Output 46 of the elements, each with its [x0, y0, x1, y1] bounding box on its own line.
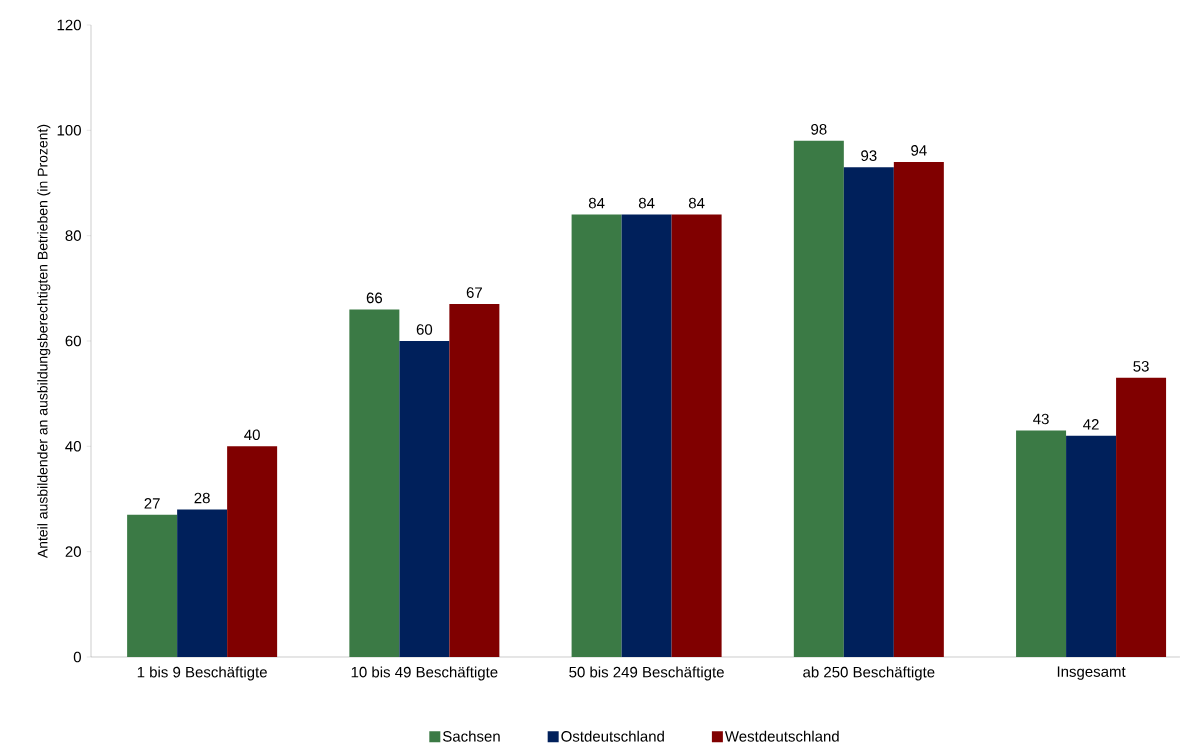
x-tick-label: 10 bis 49 Beschäftigte: [351, 666, 498, 681]
bar: [843, 167, 894, 657]
x-tick-label: Insgesamt: [1057, 666, 1126, 680]
y-tick-label: 60: [65, 335, 81, 347]
legend-label: Sachsen: [442, 730, 500, 742]
y-tick-label: 100: [57, 125, 81, 136]
data-label: 28: [194, 492, 210, 504]
data-label: 42: [1083, 419, 1099, 430]
data-label: 98: [811, 124, 827, 135]
data-label: 60: [416, 324, 433, 335]
data-label: 84: [688, 197, 705, 209]
data-label: 84: [638, 197, 655, 209]
bar: [793, 140, 844, 657]
bar: [571, 214, 622, 657]
bar: [227, 446, 278, 657]
bar: [449, 304, 500, 657]
y-tick-label: 20: [65, 546, 81, 557]
data-label: 94: [911, 145, 927, 156]
bar: [893, 161, 944, 657]
y-tick-label: 40: [65, 441, 81, 452]
bar: [621, 214, 672, 657]
y-axis-title: Anteil ausbildender an ausbildungsberechtigten Betrieben (in Prozent): [37, 124, 51, 559]
data-label: 67: [466, 287, 482, 298]
x-tick-label: ab 250 Beschäftigte: [803, 666, 935, 681]
bar: [671, 214, 722, 657]
bar: [127, 514, 178, 657]
data-label: 53: [1133, 361, 1149, 372]
data-label: 40: [244, 429, 260, 441]
data-label: 84: [588, 197, 605, 209]
bar: [1016, 430, 1067, 657]
legend-label: Westdeutschland: [724, 730, 839, 742]
bar: [1116, 377, 1167, 657]
data-label: 93: [861, 150, 877, 161]
data-label: 66: [366, 292, 383, 304]
y-tick-label: 120: [57, 19, 81, 31]
x-tick-label: 1 bis 9 Beschäftigte: [137, 666, 267, 681]
y-tick-label: 0: [73, 651, 81, 663]
bar: [349, 309, 400, 657]
x-tick-label: 50 bis 249 Beschäftigte: [569, 666, 724, 681]
data-label: 27: [144, 498, 160, 509]
bar: [1066, 435, 1117, 657]
bar: [177, 509, 228, 657]
y-tick-label: 80: [65, 230, 81, 241]
data-label: 43: [1033, 413, 1049, 425]
legend-label: Ostdeutschland: [561, 730, 664, 742]
bar: [399, 340, 450, 657]
